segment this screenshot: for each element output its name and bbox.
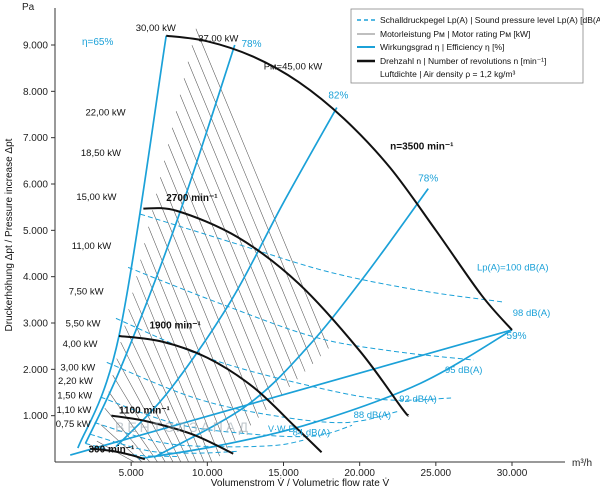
- power-line-6: [120, 342, 182, 463]
- x-tick-label-4: 25.000: [421, 468, 452, 479]
- efficiency-curve-0: [77, 35, 168, 449]
- power-line-19: [171, 127, 283, 395]
- power-line-20: [175, 111, 290, 388]
- watermark: ВЕНТЭЛЗАПАД: [115, 419, 251, 435]
- speed-label-2: 1900 min⁻¹: [149, 321, 201, 332]
- efficiency-curve-4: [138, 329, 513, 460]
- speed-label-3: 2700 min⁻¹: [166, 193, 218, 204]
- speed-curves-layer: [89, 34, 513, 461]
- power-line-24: [191, 45, 321, 357]
- legend-speed: Drehzahl n | Number of revolutions n [mi…: [380, 56, 546, 66]
- power-line-4: [112, 375, 166, 463]
- speed-label-4: n=3500 min⁻¹: [390, 141, 454, 152]
- y-tick-label-7: 8.000: [23, 87, 48, 98]
- efficiency-label-1: 78%: [242, 39, 262, 50]
- power-label-0: 30,00 kW: [136, 23, 176, 34]
- efficiency-curve-3: [153, 188, 429, 459]
- power-line-10: [136, 276, 213, 463]
- speed-curve-4: [166, 34, 513, 331]
- x-tick-label-2: 15.000: [268, 468, 299, 479]
- sound-line-3: [106, 361, 398, 424]
- legend-box: [350, 8, 584, 84]
- y-tick-label-3: 4.000: [23, 272, 48, 283]
- speed-label-1: 1100 min⁻¹: [119, 405, 171, 416]
- speed-curve-2: [118, 334, 323, 453]
- power-line-18: [167, 144, 275, 403]
- power-label-1: 37,00 kW: [198, 33, 238, 44]
- labels-layer: η=65% 78% 82% 78% 59% 300 min⁻¹ 1100 min⁻¹ 1900…: [56, 23, 551, 456]
- sound-label-5: 84 dB(A): [293, 428, 331, 439]
- power-label-7: 7,50 kW: [69, 286, 104, 297]
- efficiency-lines-layer: [70, 35, 513, 460]
- power-label-3: 22,00 kW: [85, 107, 125, 118]
- power-line-11: [140, 259, 220, 457]
- y-tick-label-8: 9.000: [23, 41, 48, 52]
- power-line-17: [163, 160, 267, 411]
- x-axis-title: Volumenstrom V̇ / Volumetric flow rate V…: [211, 476, 390, 489]
- speed-curve-3: [143, 207, 410, 417]
- sound-line-1: [127, 266, 474, 361]
- x-tick-label-5: 30.000: [497, 468, 528, 479]
- efficiency-label-4: 59%: [507, 331, 527, 342]
- power-label-4: 18,50 kW: [81, 148, 121, 159]
- y-tick-label-1: 2.000: [23, 365, 48, 376]
- speed-curve-1: [111, 414, 234, 455]
- y-tick-label-6: 7.000: [23, 133, 48, 144]
- sound-line-7: [85, 442, 177, 457]
- speed-label-0: 300 min⁻¹: [89, 445, 136, 456]
- x-tick-label-3: 20.000: [344, 468, 375, 479]
- efficiency-curve-1: [84, 44, 236, 444]
- x-unit-label: m³/h: [572, 458, 592, 469]
- watermark-small: V·W·D: [268, 424, 295, 434]
- y-tick-label-0: 1.000: [23, 411, 48, 422]
- power-label-8: 5,50 kW: [66, 319, 101, 330]
- power-label-10: 3,00 kW: [60, 362, 95, 373]
- power-label-9: 4,00 kW: [63, 339, 98, 350]
- sound-label-3: 92 dB(A): [399, 394, 437, 405]
- efficiency-label-2: 82%: [328, 91, 348, 102]
- efficiency-curve-2: [115, 107, 338, 448]
- x-tick-label-1: 10.000: [192, 468, 223, 479]
- power-label-12: 1,50 kW: [57, 391, 92, 402]
- ticks-layer: 5.000 10.000 15.000 20.000 25.000 30.000 1.000…: [23, 41, 528, 480]
- sound-label-1: 98 dB(A): [513, 308, 551, 319]
- power-label-2: Pм=45,00 kW: [264, 62, 323, 73]
- legend-power: Motorleistung Pм | Motor rating Pм [kW]: [380, 29, 530, 39]
- power-label-13: 1,10 kW: [57, 405, 92, 416]
- efficiency-label-3: 78%: [418, 174, 438, 185]
- y-axis-title: Druckerhöhung Δpt / Pressure increase Δp…: [4, 138, 15, 331]
- speed-curve-0: [89, 447, 146, 461]
- y-tick-label-5: 6.000: [23, 180, 48, 191]
- y-unit-label: Pa: [22, 2, 35, 13]
- legend-sound: Schalldruckpegel Lp(A) | Sound pressure …: [380, 15, 600, 25]
- y-tick-label-4: 5.000: [23, 226, 48, 237]
- power-line-22: [183, 78, 306, 372]
- power-label-11: 2,20 kW: [58, 376, 93, 387]
- power-line-25: [195, 28, 329, 349]
- efficiency-boundary: [70, 329, 513, 456]
- power-line-5: [116, 358, 174, 463]
- legend-air-density: Luftdichte | Air density ρ = 1,2 kg/m³: [380, 69, 515, 79]
- legend-efficiency: Wirkungsgrad η | Efficiency η [%]: [380, 42, 504, 52]
- sound-label-2: 95 dB(A): [445, 365, 483, 376]
- power-label-5: 15,00 kW: [76, 192, 116, 203]
- power-label-14: 0,75 kW: [56, 419, 91, 430]
- x-tick-label-0: 5.000: [119, 468, 144, 479]
- power-label-6: 11,00 kW: [72, 241, 111, 252]
- power-line-23: [187, 61, 314, 364]
- y-tick-label-2: 3.000: [23, 319, 48, 330]
- axes-layer: [54, 8, 565, 463]
- legend: Schalldruckpegel Lp(A) | Sound pressure …: [350, 8, 600, 84]
- sound-label-4: 88 dB(A): [354, 410, 392, 421]
- power-line-16: [160, 177, 259, 418]
- power-lines-layer: [96, 28, 329, 463]
- sound-label-0: Lp(A)=100 dB(A): [477, 263, 549, 274]
- power-line-7: [124, 325, 189, 463]
- efficiency-label-0: η=65%: [82, 37, 114, 48]
